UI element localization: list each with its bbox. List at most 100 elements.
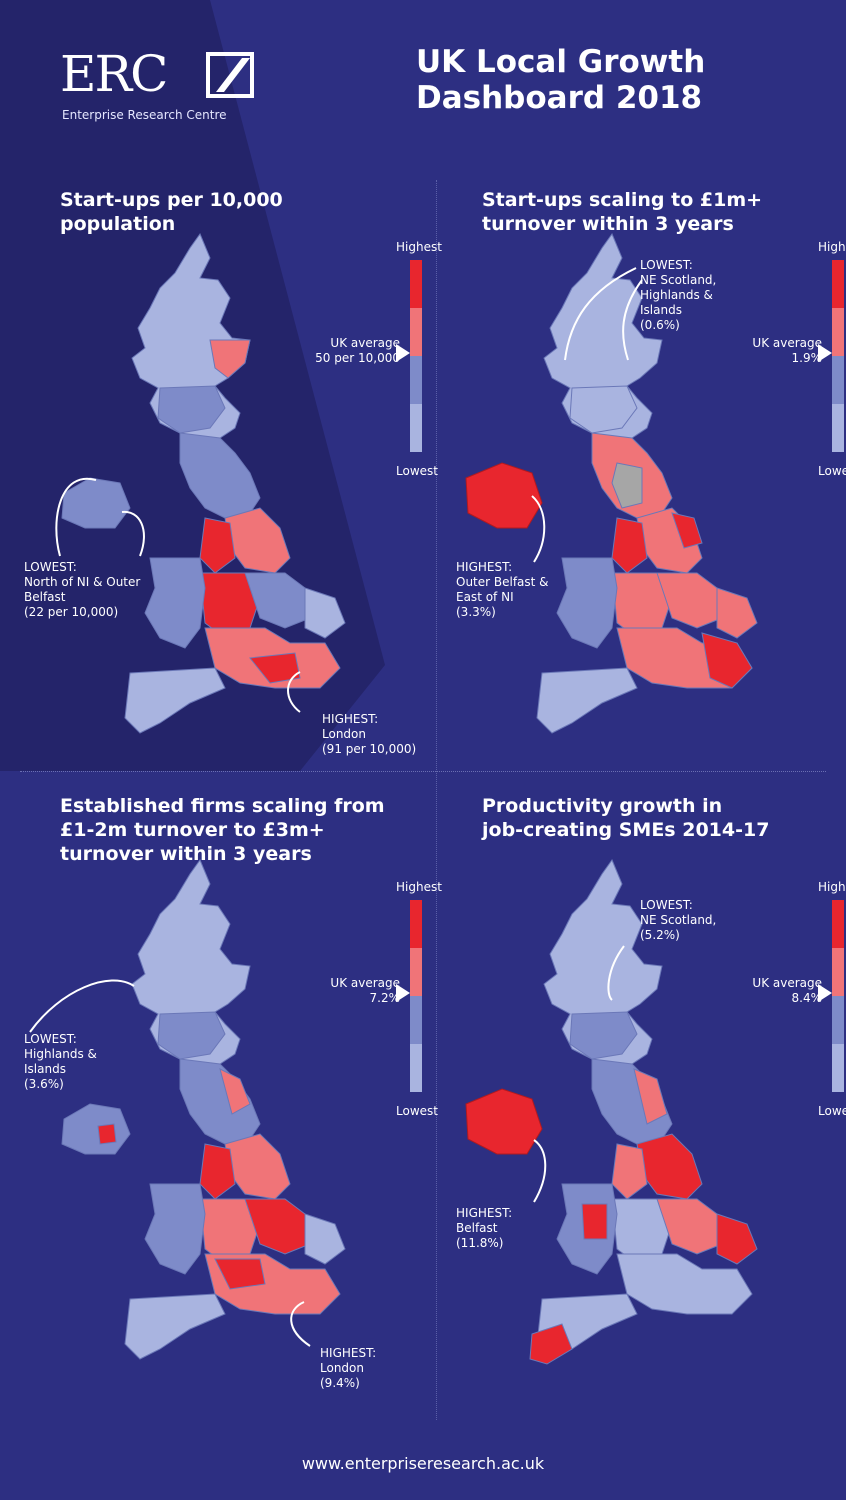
logo-slash-icon xyxy=(206,52,254,98)
lowest-annotation: LOWEST: Highlands & Islands (3.6%) xyxy=(24,1032,97,1092)
panel-title-line: job-creating SMEs 2014-17 xyxy=(482,819,770,841)
panel-title-line: Established firms scaling from xyxy=(60,795,385,817)
lowest-annotation: LOWEST: North of NI & Outer Belfast (22 … xyxy=(24,560,140,620)
panel-title-line: turnover within 3 years xyxy=(482,213,734,235)
annotation-line: Highlands & xyxy=(24,1047,97,1061)
color-legend: Highest UK average 50 per 10,000 Lowest xyxy=(310,240,460,480)
uk-average-value: 50 per 10,000 xyxy=(315,351,400,365)
annotation-line: LOWEST: xyxy=(24,1032,77,1046)
panel-title-line: £1-2m turnover to £3m+ xyxy=(60,819,325,841)
annotation-line: East of NI xyxy=(456,590,514,604)
annotation-line: London xyxy=(320,1361,364,1375)
legend-bar xyxy=(410,260,422,452)
uk-average-title: UK average xyxy=(330,336,400,350)
legend-swatch xyxy=(832,996,844,1044)
uk-average-value: 7.2% xyxy=(369,991,401,1005)
uk-average-label: UK average 7.2% xyxy=(270,976,400,1006)
uk-average-value: 8.4% xyxy=(791,991,823,1005)
footer-url[interactable]: www.enterpriseresearch.ac.uk xyxy=(301,1454,545,1473)
legend-swatch xyxy=(832,404,844,452)
uk-average-title: UK average xyxy=(330,976,400,990)
legend-bar xyxy=(832,900,844,1092)
color-legend: Highest UK average 7.2% Lowest xyxy=(310,880,460,1120)
panel-title: Established firms scaling from £1-2m tur… xyxy=(60,794,440,866)
uk-average-marker xyxy=(818,344,832,362)
annotation-line: HIGHEST: xyxy=(456,1206,513,1220)
panel-startups: Start-ups per 10,000 population Highest xyxy=(24,188,470,808)
annotation-line: HIGHEST: xyxy=(456,560,513,574)
annotation-line: (5.2%) xyxy=(640,928,680,942)
legend-bar xyxy=(410,900,422,1092)
legend-swatch xyxy=(832,948,844,996)
panel-title-line: Productivity growth in xyxy=(482,795,723,817)
legend-swatch xyxy=(410,996,422,1044)
legend-swatch xyxy=(410,404,422,452)
annotation-line: HIGHEST: xyxy=(322,712,379,726)
erc-logo: ERC Enterprise Research Centre xyxy=(60,44,260,124)
legend-swatch xyxy=(410,1044,422,1092)
column-divider xyxy=(436,180,437,1420)
annotation-line: (9.4%) xyxy=(320,1376,360,1390)
legend-swatch xyxy=(832,1044,844,1092)
uk-average-title: UK average xyxy=(752,336,822,350)
legend-lowest: Lowest xyxy=(396,1104,438,1118)
legend-swatch xyxy=(832,900,844,948)
logo-text: ERC xyxy=(60,45,168,103)
uk-average-marker xyxy=(818,984,832,1002)
uk-average-title: UK average xyxy=(752,976,822,990)
annotation-line: LOWEST: xyxy=(640,898,693,912)
annotation-line: LOWEST: xyxy=(24,560,77,574)
annotation-line: LOWEST: xyxy=(640,258,693,272)
color-legend: Highest UK average 1.9% Lowest xyxy=(732,240,846,480)
panel-title-line: Start-ups per 10,000 xyxy=(60,189,283,211)
uk-average-label: UK average 50 per 10,000 xyxy=(270,336,400,366)
annotation-line: (91 per 10,000) xyxy=(322,742,417,756)
panel-title: Start-ups scaling to £1m+ turnover withi… xyxy=(482,188,846,236)
annotation-line: Islands xyxy=(24,1062,66,1076)
legend-swatch xyxy=(410,948,422,996)
color-legend: Highest UK average 8.4% Lowest xyxy=(732,880,846,1120)
annotation-line: HIGHEST: xyxy=(320,1346,377,1360)
uk-map xyxy=(61,232,346,734)
section-divider xyxy=(20,771,826,772)
annotation-line: (3.3%) xyxy=(456,605,496,619)
highest-annotation: HIGHEST: London (9.4%) xyxy=(320,1346,376,1391)
highest-annotation: HIGHEST: London (91 per 10,000) xyxy=(322,712,416,757)
panel-title-line: turnover within 3 years xyxy=(60,843,312,865)
lowest-annotation: LOWEST: NE Scotland, (5.2%) xyxy=(640,898,716,943)
uk-average-marker xyxy=(396,984,410,1002)
annotation-line: Highlands & xyxy=(640,288,713,302)
annotation-line: Islands xyxy=(640,303,682,317)
lowest-annotation: LOWEST: NE Scotland, Highlands & Islands… xyxy=(640,258,716,333)
legend-swatch xyxy=(410,308,422,356)
uk-average-marker xyxy=(396,344,410,362)
legend-swatch xyxy=(410,900,422,948)
annotation-line: (3.6%) xyxy=(24,1077,64,1091)
annotation-line: (0.6%) xyxy=(640,318,680,332)
legend-swatch xyxy=(832,308,844,356)
annotation-line: (11.8%) xyxy=(456,1236,504,1250)
legend-swatch xyxy=(410,356,422,404)
highest-annotation: HIGHEST: Belfast (11.8%) xyxy=(456,1206,512,1251)
highest-annotation: HIGHEST: Outer Belfast & East of NI (3.3… xyxy=(456,560,549,620)
legend-lowest: Lowest xyxy=(396,464,438,478)
annotation-line: NE Scotland, xyxy=(640,913,717,927)
annotation-line: Outer Belfast & xyxy=(456,575,549,589)
annotation-line: NE Scotland, xyxy=(640,273,717,287)
annotation-line: London xyxy=(322,727,366,741)
legend-highest: Highest xyxy=(396,240,442,254)
page-title: UK Local Growth Dashboard 2018 xyxy=(416,44,816,116)
panel-startups-scaling: Start-ups scaling to £1m+ turnover withi… xyxy=(456,188,846,808)
page-title-line: Dashboard 2018 xyxy=(416,80,703,116)
annotation-line: Belfast xyxy=(456,1221,498,1235)
uk-average-label: UK average 1.9% xyxy=(692,336,822,366)
legend-swatch xyxy=(832,260,844,308)
uk-average-value: 1.9% xyxy=(791,351,823,365)
legend-highest: Highest xyxy=(818,880,846,894)
panel-productivity: Productivity growth in job-creating SMEs… xyxy=(456,794,846,1414)
legend-swatch xyxy=(410,260,422,308)
panel-title: Productivity growth in job-creating SMEs… xyxy=(482,794,846,842)
legend-highest: Highest xyxy=(818,240,846,254)
panel-title-line: Start-ups scaling to £1m+ xyxy=(482,189,763,211)
legend-bar xyxy=(832,260,844,452)
